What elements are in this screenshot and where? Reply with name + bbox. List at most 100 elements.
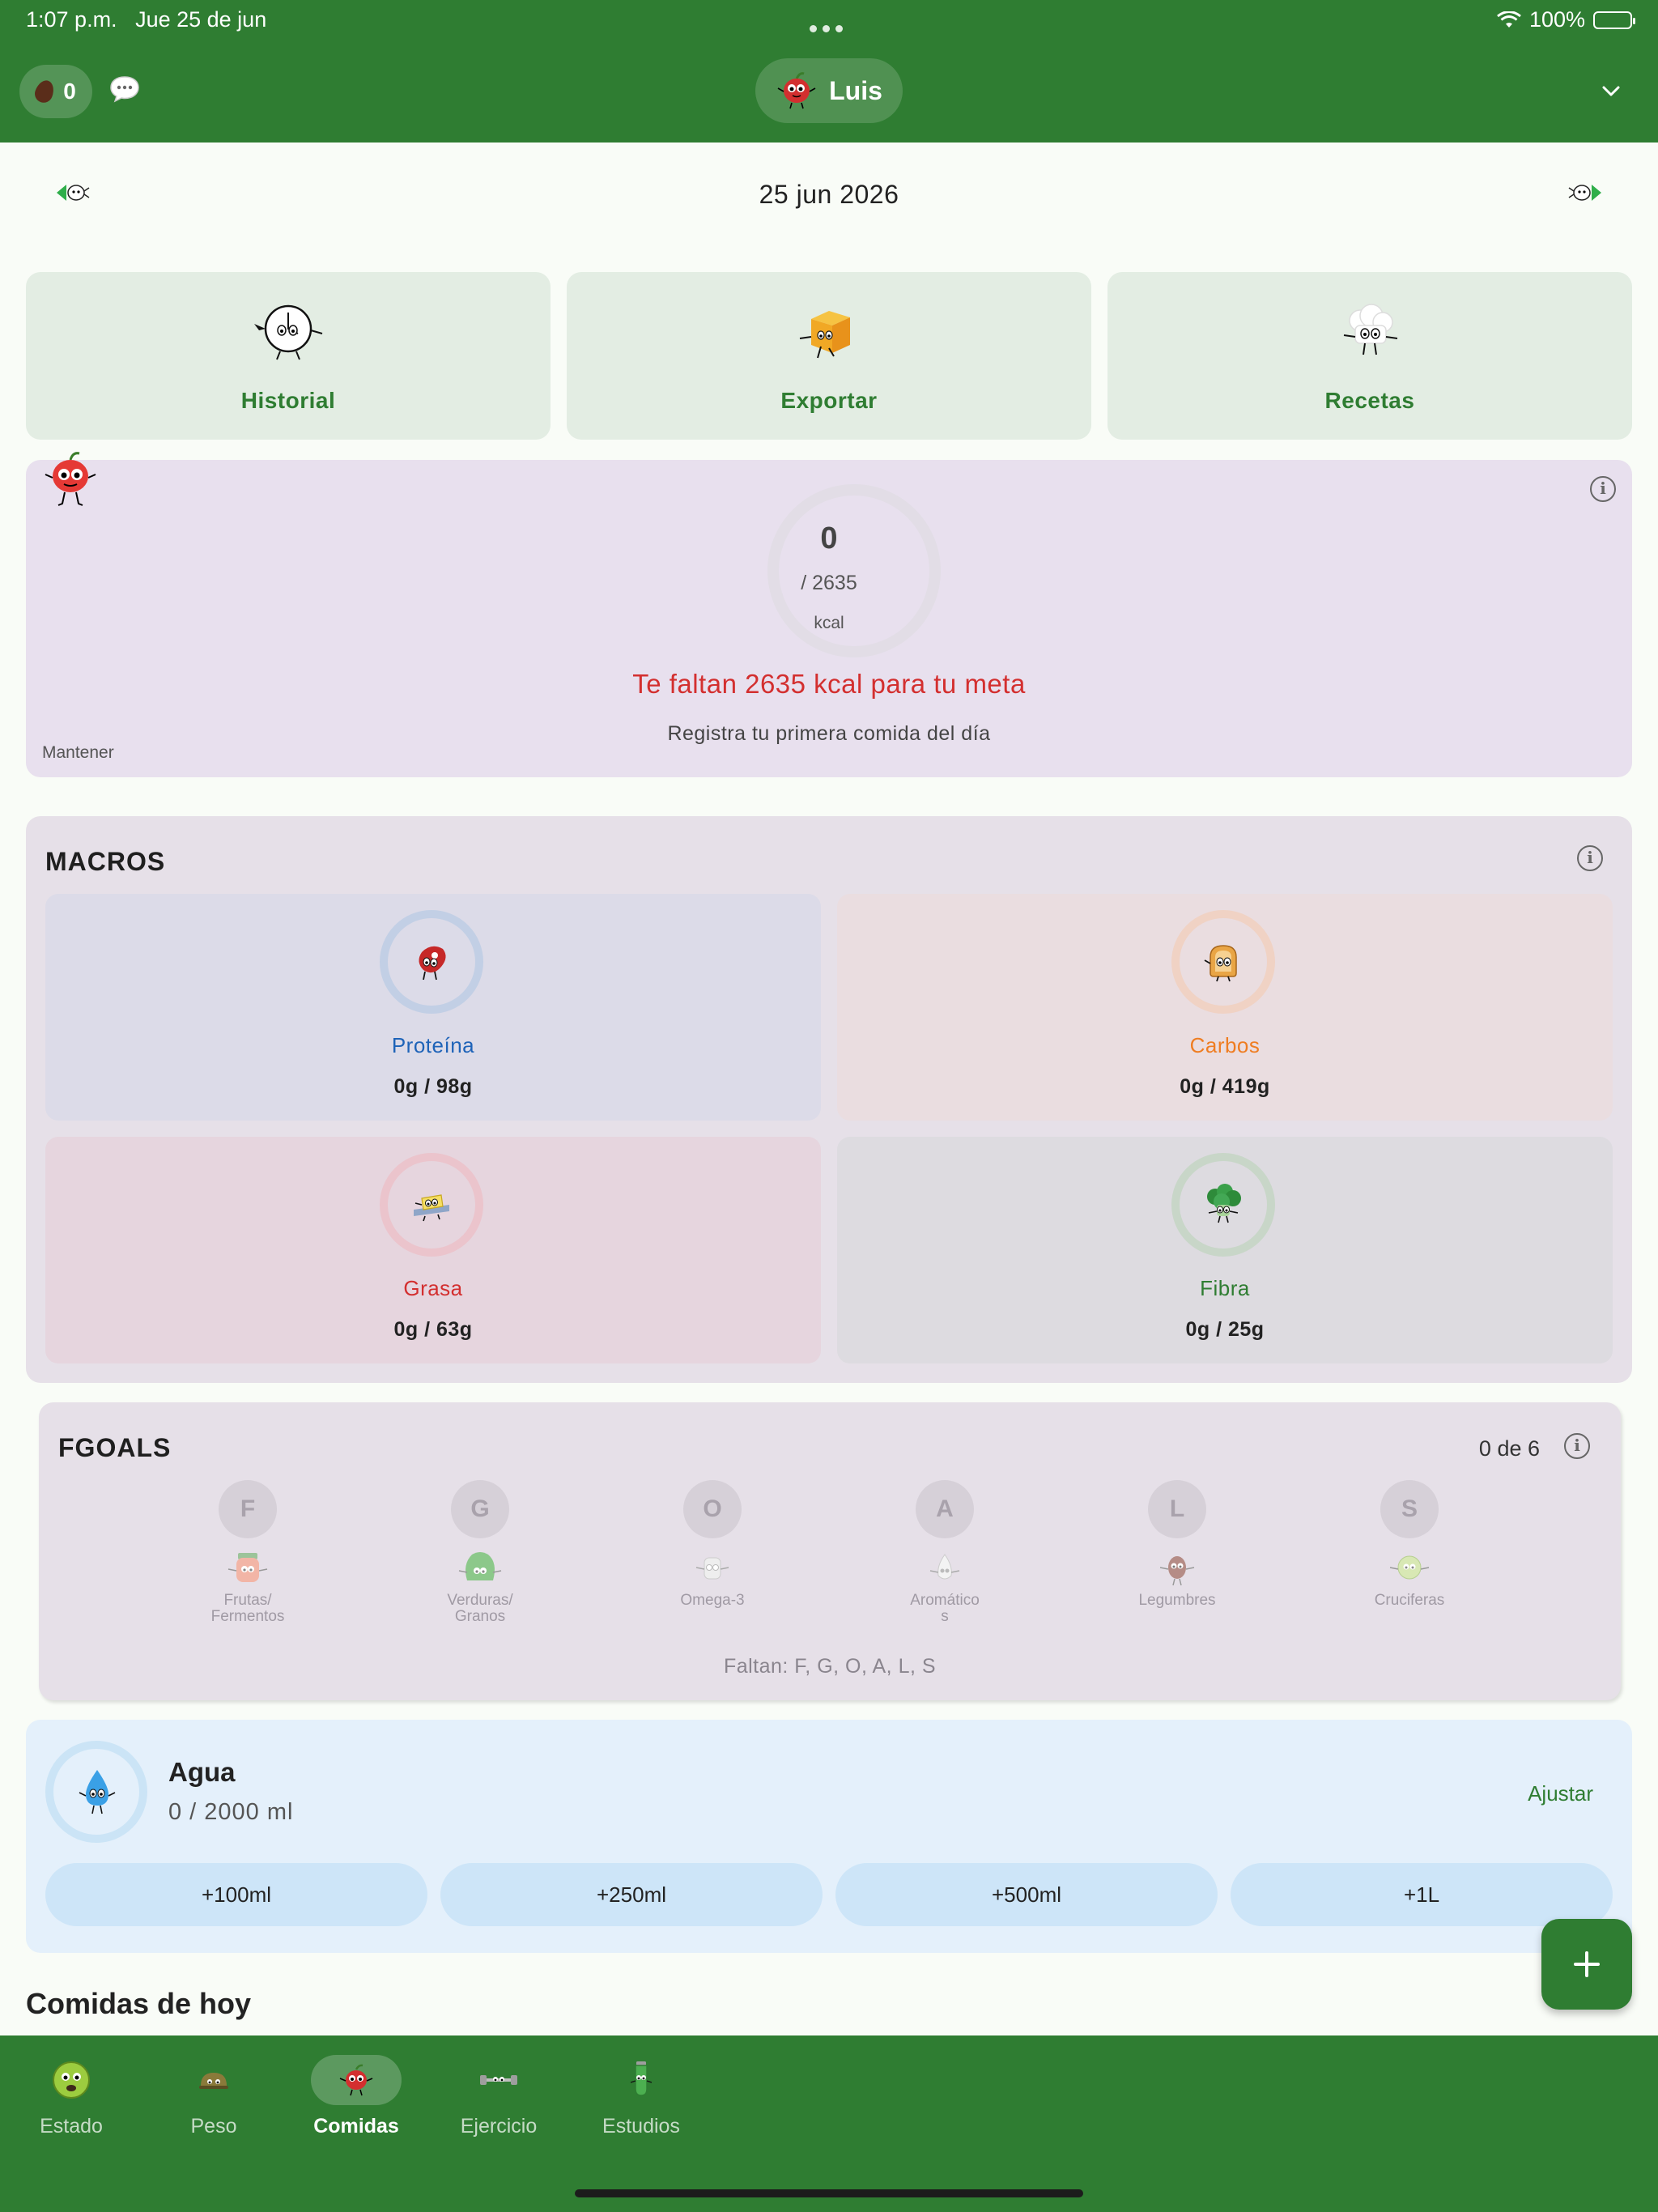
nav-ejercicio[interactable]: Ejercicio xyxy=(427,2055,570,2152)
apple-mascot-icon xyxy=(45,452,96,506)
current-date[interactable]: 25 jun 2026 xyxy=(759,180,899,209)
coins-count: 0 xyxy=(63,79,76,104)
fgoal-label: Omega-3 xyxy=(680,1592,745,1609)
water-drop-mascot-icon xyxy=(79,1770,116,1814)
fgoal-letter: O xyxy=(683,1480,742,1538)
macro-fat[interactable]: Grasa 0g / 63g xyxy=(45,1137,821,1363)
nav-icon-wrap xyxy=(453,2055,544,2105)
fgoal-item-f[interactable]: F Frutas/ Fermentos xyxy=(175,1480,321,1634)
fgoal-item-o[interactable]: O Omega-3 xyxy=(640,1480,785,1634)
water-value: 0 / 2000 ml xyxy=(168,1799,294,1825)
apple-mascot-icon xyxy=(339,2064,373,2096)
macro-name: Fibra xyxy=(1200,1276,1250,1300)
battery-icon xyxy=(1593,11,1635,29)
battery-percent: 100% xyxy=(1528,7,1585,32)
info-icon[interactable]: i xyxy=(1564,1433,1590,1459)
bean-mascot-icon xyxy=(1159,1556,1195,1586)
butter-mascot-icon xyxy=(414,1194,449,1222)
fgoal-label: Aromático xyxy=(910,1592,980,1609)
wifi-icon xyxy=(1497,11,1521,28)
bottom-navigation: Estado Peso Comidas xyxy=(0,2035,1658,2212)
carbs-ring xyxy=(1171,910,1275,1014)
multitask-dots[interactable] xyxy=(810,13,848,38)
broccoli-mascot-icon xyxy=(1207,1184,1241,1223)
status-face-icon xyxy=(53,2061,90,2099)
user-switcher[interactable]: Luis xyxy=(755,58,903,123)
fgoal-item-l[interactable]: L Legumbres xyxy=(1104,1480,1250,1634)
macro-value: 0g / 25g xyxy=(1185,1318,1265,1341)
exportar-label: Exportar xyxy=(780,388,878,413)
water-adjust-button[interactable]: Ajustar xyxy=(1528,1781,1593,1806)
recetas-card[interactable]: Recetas xyxy=(1107,272,1632,440)
exportar-card[interactable]: Exportar xyxy=(567,272,1091,440)
fgoal-label: Verduras/ xyxy=(447,1592,513,1609)
fgoal-item-s[interactable]: S Cruciferas xyxy=(1337,1480,1482,1634)
info-icon[interactable]: i xyxy=(1590,476,1616,502)
scale-mascot-icon xyxy=(199,2073,228,2089)
home-indicator[interactable] xyxy=(575,2189,1083,2197)
add-250ml-button[interactable]: +250ml xyxy=(440,1863,823,1926)
nav-label: Estudios xyxy=(602,2115,680,2138)
macro-protein[interactable]: Proteína 0g / 98g xyxy=(45,894,821,1121)
macro-carbs[interactable]: Carbos 0g / 419g xyxy=(837,894,1613,1121)
user-name: Luis xyxy=(829,75,882,105)
coins-button[interactable]: 0 xyxy=(19,65,92,118)
chevron-down-icon[interactable] xyxy=(1600,79,1622,102)
previous-day-icon[interactable] xyxy=(55,178,91,207)
fgoal-label: Granos xyxy=(454,1608,506,1625)
nav-label: Ejercicio xyxy=(460,2115,538,2138)
add-1l-button[interactable]: +1L xyxy=(1231,1863,1613,1926)
fgoal-label: Cruciferas xyxy=(1374,1592,1445,1609)
macros-title: MACROS xyxy=(45,847,166,876)
fgoal-item-a[interactable]: A Aromático s xyxy=(872,1480,1018,1634)
add-meal-fab[interactable] xyxy=(1541,1919,1632,2010)
water-card: Agua 0 / 2000 ml Ajustar +100ml +250ml +… xyxy=(26,1720,1632,1953)
macro-name: Grasa xyxy=(403,1276,463,1300)
fgoal-label: s xyxy=(941,1608,949,1625)
add-100ml-button[interactable]: +100ml xyxy=(45,1863,427,1926)
nav-label: Estado xyxy=(40,2115,103,2138)
nav-peso[interactable]: Peso xyxy=(142,2055,285,2152)
fgoal-letter: A xyxy=(916,1480,974,1538)
fgoal-letter: S xyxy=(1380,1480,1439,1538)
fgoal-label: Legumbres xyxy=(1138,1592,1216,1609)
fiber-ring xyxy=(1171,1153,1275,1257)
seed-coin-icon xyxy=(32,78,57,105)
add-500ml-button[interactable]: +500ml xyxy=(835,1863,1218,1926)
fgoal-item-g[interactable]: G Verduras/ Granos xyxy=(407,1480,553,1634)
status-right: 100% xyxy=(1497,7,1635,32)
historial-card[interactable]: Historial xyxy=(26,272,551,440)
today-meals-title: Comidas de hoy xyxy=(26,1987,252,2020)
fat-ring xyxy=(380,1153,483,1257)
fgoals-count: 0 de 6 xyxy=(1478,1436,1540,1461)
next-day-icon[interactable] xyxy=(1567,178,1603,207)
nav-label: Peso xyxy=(190,2115,237,2138)
omega-bottle-mascot-icon xyxy=(695,1557,729,1580)
calories-consumed: 0 xyxy=(820,521,838,555)
bread-mascot-icon xyxy=(1204,945,1237,982)
macro-value: 0g / 419g xyxy=(1180,1075,1270,1098)
apple-mascot-icon xyxy=(777,72,816,109)
macros-card: MACROS i Proteína 0g / 98g Carbos 0g / 4… xyxy=(26,816,1632,1383)
info-icon[interactable]: i xyxy=(1577,845,1603,871)
fgoals-card: FGOALS 0 de 6 i F Frutas/ Fermentos G Ve… xyxy=(39,1402,1621,1700)
test-tube-mascot-icon xyxy=(630,2061,653,2096)
goal-mode: Mantener xyxy=(42,743,114,762)
nav-icon-wrap xyxy=(596,2055,687,2105)
fgoal-letter: L xyxy=(1148,1480,1206,1538)
nav-estado[interactable]: Estado xyxy=(0,2055,142,2152)
protein-ring xyxy=(380,910,483,1014)
nav-icon-wrap xyxy=(168,2055,259,2105)
calories-remaining-message: Te faltan 2635 kcal para tu meta xyxy=(632,669,1026,699)
lettuce-mascot-icon xyxy=(458,1552,502,1580)
macro-value: 0g / 63g xyxy=(393,1318,473,1341)
calories-goal: / 2635 xyxy=(801,572,857,594)
calories-unit: kcal xyxy=(814,614,844,632)
water-progress-ring xyxy=(45,1741,147,1843)
nav-estudios[interactable]: Estudios xyxy=(570,2055,712,2152)
macro-fiber[interactable]: Fibra 0g / 25g xyxy=(837,1137,1613,1363)
fgoal-letter: F xyxy=(219,1480,277,1538)
nav-comidas[interactable]: Comidas xyxy=(285,2055,427,2152)
history-clock-mascot-icon xyxy=(254,304,323,360)
chat-bubble-icon[interactable] xyxy=(108,74,141,104)
